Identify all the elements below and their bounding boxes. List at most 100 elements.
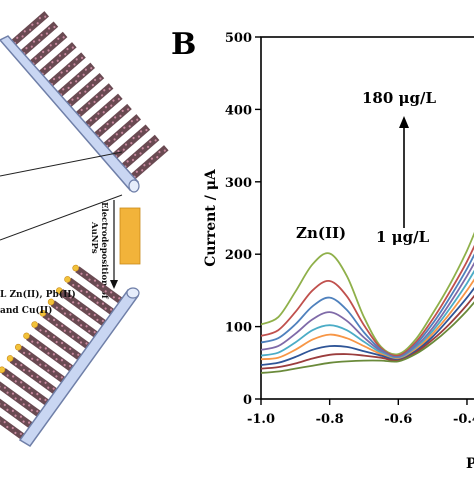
- nanowire-speck: [95, 95, 98, 98]
- nanowire-body: [64, 72, 105, 109]
- nanowire-speck: [135, 170, 138, 173]
- nanowire-speck: [49, 66, 52, 69]
- nanowire-speck: [88, 102, 91, 105]
- nanowire-body: [74, 83, 114, 119]
- series-line-3: [261, 253, 474, 359]
- nanowire-speck: [14, 414, 17, 417]
- nanowire-speck: [47, 386, 50, 389]
- nanowire-speck: [31, 23, 34, 26]
- y-tick-label: 500: [225, 31, 252, 46]
- nanowire-speck: [27, 421, 31, 424]
- nanowire-gold-tipped: [0, 366, 50, 406]
- series-line-9: [261, 301, 474, 374]
- nanowire-body: [37, 42, 77, 78]
- nanowire-speck: [55, 358, 58, 361]
- nanowire-speck: [44, 330, 48, 333]
- nanowire-speck: [36, 392, 39, 396]
- nanowire: [18, 21, 59, 57]
- nanowire-body: [92, 103, 132, 140]
- nanowire-speck: [93, 279, 97, 282]
- series-line-8: [261, 294, 474, 370]
- nanowire-speck: [78, 91, 82, 95]
- nanowire-speck: [99, 77, 102, 80]
- nanowire-speck: [57, 37, 60, 40]
- series-line-6: [261, 278, 474, 361]
- nanowire-speck: [77, 353, 80, 356]
- y-tick-label: 0: [243, 393, 252, 408]
- nanowire-speck: [85, 325, 88, 328]
- nanowire-speck: [19, 432, 22, 435]
- nanowire-speck: [77, 336, 80, 339]
- nanowire-speck: [47, 352, 50, 355]
- series-line-2: [261, 244, 474, 357]
- nanowire-speck: [69, 296, 72, 299]
- nanowire-speck: [121, 109, 124, 112]
- nanowire-speck: [104, 127, 107, 131]
- nanowire-speck: [28, 404, 31, 407]
- nanowire-speck: [113, 138, 116, 141]
- concentration-arrow-head: [399, 116, 409, 128]
- nanowire-speck: [12, 375, 15, 378]
- nanowire-speck: [51, 61, 54, 64]
- nanowire-speck: [69, 347, 72, 350]
- nanowire-speck: [60, 341, 64, 345]
- nanowire-speck: [52, 370, 55, 373]
- nanowire-speck: [149, 140, 152, 143]
- nanowire-gold-tipped: [23, 332, 74, 372]
- nanowire-speck: [20, 364, 23, 367]
- y-tick-label: 300: [225, 176, 252, 191]
- nanowire-speck: [63, 346, 66, 349]
- nanowire-speck: [65, 69, 69, 73]
- nanowire-speck: [11, 409, 14, 412]
- nanowire-speck: [101, 302, 105, 305]
- nanowire-speck: [137, 135, 140, 138]
- nanowire-speck: [150, 157, 154, 160]
- nanowire-speck: [38, 397, 42, 401]
- nanowire-body: [83, 93, 123, 130]
- nanowire-speck: [22, 420, 25, 423]
- nanowire-speck: [60, 376, 63, 379]
- nanowire-speck: [134, 153, 137, 156]
- nanowire-speck: [19, 398, 23, 401]
- nanowire-speck: [85, 290, 88, 294]
- nanowire-speck: [110, 291, 113, 294]
- nanowire-speck: [6, 408, 9, 411]
- nanowire-speck: [98, 129, 102, 132]
- nanowire-body: [0, 402, 25, 440]
- y-tick-label: 400: [225, 103, 252, 118]
- nanowire-body: [129, 145, 169, 181]
- nanowire-speck: [79, 341, 83, 344]
- nanowire-speck: [67, 86, 70, 89]
- nanowire-body: [101, 114, 142, 150]
- nanowire-speck: [88, 312, 91, 316]
- nanowire-speck: [47, 27, 51, 30]
- y-axis-ticks: 0 100 200 300 400 500: [225, 31, 261, 408]
- nanowire: [37, 42, 77, 78]
- nanowire-speck: [112, 99, 115, 102]
- nanowire-speck: [61, 324, 64, 327]
- nanowire-speck: [86, 85, 89, 88]
- nanowire-speck: [123, 126, 126, 129]
- nanowire-gold-tipped: [0, 379, 42, 417]
- nanowire-speck: [156, 156, 159, 159]
- y-axis-label: Current / μA: [203, 168, 219, 267]
- nanowire-speck: [14, 380, 17, 383]
- nanowire-speck: [11, 426, 14, 430]
- nanowire-speck: [148, 162, 151, 165]
- nanowire-speck: [36, 341, 39, 344]
- nanowire-speck: [77, 284, 80, 288]
- nanowire-speck: [82, 73, 85, 76]
- step-label-line1: Electrodeposition of: [99, 202, 109, 300]
- nanowire-speck: [71, 46, 74, 49]
- nanowire-speck: [93, 331, 96, 334]
- x-tick-label: -0.8: [316, 412, 344, 427]
- step-label-line2: AuNPs: [89, 221, 99, 254]
- nanowire-speck: [80, 324, 83, 327]
- nanowire-speck: [96, 301, 99, 304]
- nanowire-speck: [14, 397, 17, 400]
- nanowire-speck: [104, 307, 107, 310]
- nanowire-speck: [75, 80, 78, 83]
- nanowire-speck: [97, 112, 100, 115]
- nanowire-gold-tipped: [72, 264, 124, 304]
